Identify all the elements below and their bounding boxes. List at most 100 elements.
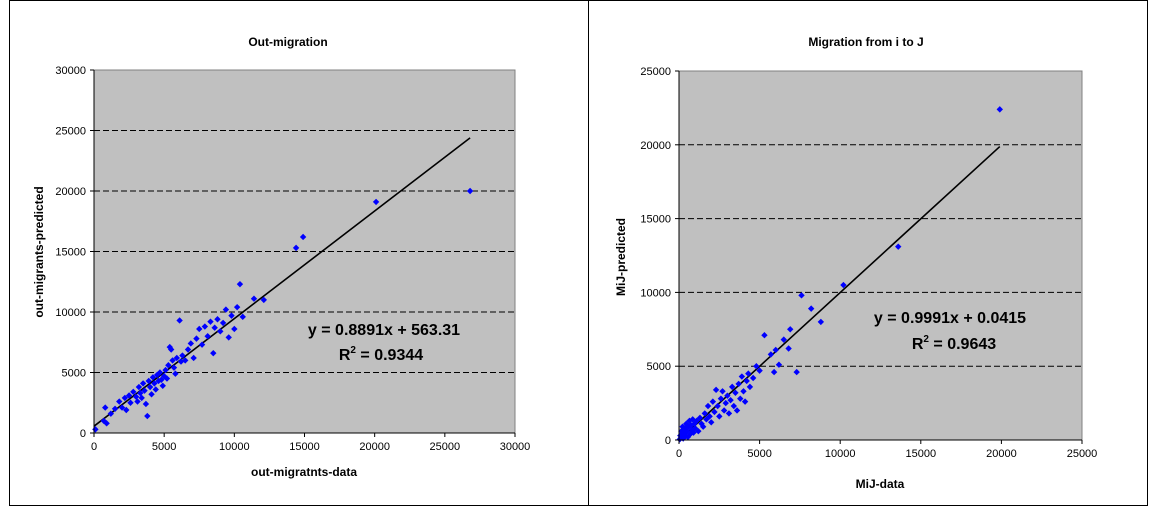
data-point: [198, 341, 206, 348]
chart-title: Out-migration: [248, 35, 327, 49]
y-axis-label: MiJ-predicted: [614, 218, 628, 296]
data-point: [158, 376, 165, 383]
r-squared-sup: 2: [350, 345, 356, 356]
data-point: [746, 383, 754, 391]
data-point: [204, 333, 211, 340]
data-point: [169, 357, 176, 364]
data-point: [732, 389, 739, 396]
data-point: [717, 395, 725, 402]
data-point: [239, 313, 246, 321]
data-point: [466, 187, 474, 195]
chart-out-migration: Out-migration 05000100001500020000250003…: [32, 35, 530, 479]
data-point: [737, 395, 744, 402]
data-point: [152, 386, 159, 393]
data-point: [720, 407, 728, 414]
data-point: [687, 430, 694, 438]
x-tick-label: 5000: [747, 448, 771, 460]
data-point: [719, 388, 726, 395]
data-point: [840, 281, 847, 289]
data-point: [137, 389, 144, 397]
data-point: [680, 429, 688, 436]
x-tick-label: 25000: [430, 441, 461, 453]
data-point: [173, 354, 180, 362]
data-point: [699, 423, 707, 430]
data-point: [724, 392, 731, 399]
data-point: [210, 349, 217, 357]
data-point: [807, 305, 815, 312]
y-tick-label: 5000: [62, 368, 86, 380]
chart-migration-i-to-j: Migration from i to J 0 5000 10000 15000 200…: [614, 35, 1097, 491]
data-point: [250, 295, 258, 302]
data-point: [190, 354, 197, 362]
data-point: [292, 244, 300, 252]
data-point: [111, 405, 119, 412]
data-point: [165, 362, 172, 369]
data-point: [712, 386, 720, 394]
data-point: [151, 380, 158, 387]
data-point: [225, 334, 232, 341]
y-tick-label: 0: [80, 428, 86, 440]
data-point: [753, 363, 760, 370]
data-point: [196, 325, 203, 333]
r-squared-label: R2 = 0.9344: [339, 345, 423, 364]
y-tick-label: 5000: [647, 361, 671, 373]
data-point: [193, 335, 200, 342]
data-point: [260, 296, 268, 304]
data-point: [761, 332, 768, 339]
data-point: [738, 373, 746, 380]
x-tick-label: 20000: [359, 441, 390, 453]
data-point: [895, 243, 902, 250]
data-point: [787, 326, 794, 333]
data-point: [182, 357, 189, 364]
x-tick-label: 20000: [986, 448, 1017, 460]
data-point: [727, 396, 734, 404]
data-point: [156, 369, 164, 376]
data-point: [785, 345, 792, 352]
x-axis-label: out-migratnts-data: [251, 465, 357, 479]
y-tick-label: 15000: [640, 214, 671, 226]
data-point: [130, 388, 137, 396]
data-point: [703, 416, 710, 423]
data-point: [709, 398, 717, 405]
x-tick-label: 0: [91, 441, 97, 453]
data-point: [167, 346, 175, 353]
data-point: [236, 280, 244, 288]
data-point: [714, 402, 721, 410]
trendline-equation: y = 0.8891x + 563.31: [308, 322, 460, 339]
trendline: [678, 145, 1001, 441]
data-point: [121, 394, 129, 402]
data-point: [740, 388, 747, 395]
data-point: [743, 377, 750, 385]
data-point: [217, 328, 224, 335]
data-point: [780, 336, 787, 343]
trendline-equation: y = 0.9991x + 0.0415: [874, 310, 1026, 327]
data-point: [233, 303, 241, 311]
data-point: [772, 346, 779, 354]
x-tick-label: 0: [676, 448, 682, 460]
data-point: [148, 391, 155, 398]
data-point: [695, 427, 702, 435]
data-point: [107, 410, 115, 417]
data-point: [222, 306, 230, 313]
r-squared-value: = 0.9344: [356, 347, 423, 364]
r-squared-value: = 0.9643: [929, 336, 996, 353]
data-point: [767, 351, 775, 358]
x-tick-label: 15000: [906, 448, 937, 460]
data-point: [793, 368, 800, 376]
data-point: [179, 352, 186, 359]
y-axis-label: out-migrants-predicted: [32, 186, 46, 317]
data-point: [118, 404, 126, 411]
x-tick-label: 10000: [825, 448, 856, 460]
data-point: [159, 382, 166, 390]
data-point: [219, 319, 227, 327]
data-point: [716, 413, 723, 420]
data-point: [745, 370, 752, 377]
data-point: [708, 419, 715, 426]
data-point: [135, 383, 143, 391]
data-point: [116, 398, 123, 405]
data-point: [231, 325, 238, 333]
data-point: [711, 408, 718, 416]
r-squared-sup: 2: [923, 334, 929, 345]
data-point: [749, 374, 757, 382]
data-point: [142, 400, 150, 408]
